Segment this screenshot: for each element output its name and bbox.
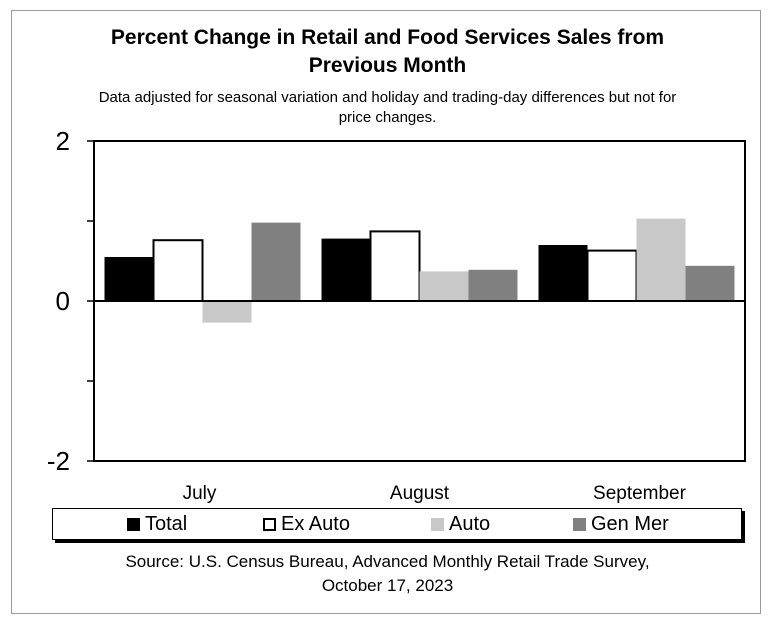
chart-subtitle-line2: price changes. <box>338 109 437 126</box>
chart-subtitle-line1: Data adjusted for seasonal variation and… <box>98 89 677 106</box>
legend: Total Ex Auto Auto Gen Mer <box>52 508 742 540</box>
y-tick-label: 2 <box>56 126 70 156</box>
bar-ex-auto-august <box>369 230 421 302</box>
legend-swatch <box>431 517 444 531</box>
source-line2: October 17, 2023 <box>321 576 454 595</box>
x-tick-label: July <box>183 483 217 504</box>
chart-subtitle: Data adjusted for seasonal variation and… <box>0 88 775 128</box>
bar-total-september <box>538 245 588 301</box>
bar-gen-mer-september <box>685 265 735 301</box>
chart-title-line2: Previous Month <box>308 54 467 77</box>
legend-swatch <box>263 517 276 531</box>
chart-title-line1: Percent Change in Retail and Food Servic… <box>110 26 665 49</box>
y-tick-label: 0 <box>56 286 70 316</box>
legend-item-ex-auto: Ex Auto <box>263 509 350 539</box>
legend-swatch <box>127 517 140 531</box>
bar-auto-july <box>202 301 252 323</box>
bar-chart: -2 0 2 July August September <box>47 126 746 504</box>
x-tick-label: August <box>390 483 450 504</box>
legend-item-gen-mer: Gen Mer <box>573 509 669 539</box>
chart-title: Percent Change in Retail and Food Servic… <box>0 24 775 80</box>
source-line1: Source: U.S. Census Bureau, Advanced Mon… <box>125 552 650 571</box>
chart-frame <box>11 10 761 614</box>
plot-area: -2 0 2 July August September <box>47 126 746 504</box>
legend-label: Total <box>145 512 188 535</box>
x-tick-label: September <box>593 483 687 504</box>
legend-label: Ex Auto <box>281 512 350 535</box>
bar-auto-september <box>636 218 686 301</box>
bar-auto-august <box>419 271 469 301</box>
bar-total-august <box>321 238 371 301</box>
legend-label: Auto <box>449 512 491 535</box>
bar-ex-auto-september <box>586 249 638 303</box>
legend-item-total: Total <box>127 509 187 539</box>
bar-gen-mer-august <box>468 269 518 301</box>
y-tick-label: -2 <box>47 446 70 476</box>
legend-swatch <box>573 517 586 531</box>
bar-gen-mer-july <box>251 222 301 301</box>
legend-label: Gen Mer <box>591 512 669 535</box>
legend-item-auto: Auto <box>431 509 490 539</box>
bar-ex-auto-july <box>152 239 204 302</box>
bar-total-july <box>104 257 154 301</box>
